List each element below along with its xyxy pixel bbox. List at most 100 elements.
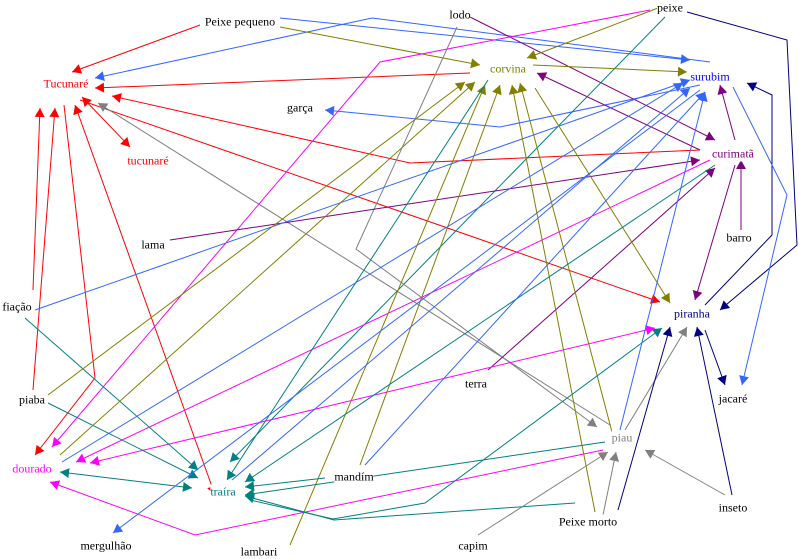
edge-piau-to-corvina (519, 82, 613, 433)
arrowhead-icon (72, 64, 83, 74)
edge-peixe-to-corvina (526, 7, 659, 59)
edge-piranha-to-surubim (704, 82, 773, 306)
arrowhead-icon (720, 300, 731, 310)
edge-dourado-to-traira (59, 471, 193, 489)
edge-peixe_pequeno-to-tucunare (71, 24, 201, 73)
node-peixe: peixe (657, 0, 683, 16)
edge-surubim-to-jacare (732, 86, 788, 386)
arrowhead-icon (662, 327, 673, 338)
edge-peixe_morto-to-piranha (617, 326, 671, 511)
arrowhead-icon (230, 452, 240, 462)
arrowhead-icon (187, 460, 198, 470)
node-peixe_morto: Peixe morto (558, 514, 618, 530)
edge-piau-to-surubim (619, 91, 706, 431)
arrowhead-icon (98, 103, 109, 113)
arrowhead-icon (679, 78, 690, 88)
arrowhead-icon (492, 85, 502, 96)
edge-fiacao-to-traira (24, 317, 199, 471)
edge-piau-to-traira (244, 441, 606, 496)
edge-peixe_pequeno-to-corvina (279, 26, 481, 66)
arrowhead-icon (527, 50, 538, 60)
arrowhead-icon (82, 97, 92, 107)
arrowhead-icon (34, 108, 45, 118)
arrowhead-icon (537, 72, 548, 82)
arrowhead-icon (464, 82, 475, 92)
node-barro: barro (726, 230, 752, 246)
node-traira: traíra (210, 484, 236, 500)
edge-dourado-to-corvina (59, 81, 476, 456)
arrowhead-icon (120, 137, 130, 147)
edge-piau-to-tucunare (97, 102, 611, 426)
arrowhead-icon (187, 469, 198, 479)
edge-terra-to-curimata (487, 167, 716, 371)
arrowhead-icon (112, 93, 122, 103)
edge-curimata-to-surubim (719, 84, 736, 141)
edge-piau-to-dourado (49, 449, 604, 536)
arrowhead-icon (245, 481, 255, 491)
arrowhead-icon (95, 71, 105, 81)
node-piau: piau (611, 430, 633, 446)
arrowhead-icon (672, 83, 683, 92)
arrowhead-icon (651, 328, 662, 338)
node-piranha: piranha (674, 306, 710, 322)
node-jacare: jacaré (718, 391, 748, 407)
edge-peixe_morto-to-corvina (511, 84, 596, 513)
edge-peixe-to-traira (229, 16, 666, 463)
arrowhead-icon (597, 452, 608, 462)
arrowhead-icon (35, 444, 45, 455)
edge-surubim-to-tucunare (94, 17, 711, 79)
edge-capim-to-piau (477, 451, 609, 536)
edge-tucunare-to-traira (74, 104, 216, 496)
arrowhead-icon (680, 54, 690, 65)
edge-fiacao-to-tucunare (32, 107, 41, 291)
edge-lama-to-curimata (169, 159, 701, 241)
arrowhead-icon (227, 469, 237, 480)
edge-mandim-to-corvina (359, 84, 501, 466)
edge-peixe_pequeno-to-surubim (279, 17, 691, 61)
edge-curimata-to-tucunare (111, 95, 701, 164)
edge-peixe-to-dourado (51, 9, 651, 448)
edge-piaba-to-corvina (47, 81, 466, 396)
edge-piaba-to-traira (47, 402, 199, 479)
arrowhead-icon (717, 374, 727, 385)
node-curimata: curimatã (712, 146, 754, 162)
arrowhead-icon (697, 92, 708, 102)
node-dourado: dourado (12, 461, 52, 477)
edge-inseto-to-piranha (696, 326, 733, 496)
arrowhead-icon (739, 375, 749, 385)
edge-corvina-to-traira (226, 79, 489, 481)
edge-dourado-to-surubim (61, 82, 684, 463)
arrowhead-icon (679, 88, 690, 98)
node-corvina: corvina (490, 61, 526, 77)
arrowhead-icon (704, 131, 715, 141)
arrowhead-icon (113, 523, 124, 533)
arrowhead-icon (678, 327, 687, 338)
edge-traira-to-surubim (231, 87, 691, 481)
arrowhead-icon (76, 453, 87, 463)
arrowhead-icon (95, 82, 105, 93)
node-garca: garça (287, 100, 313, 116)
node-capim: capim (458, 538, 488, 554)
arrowhead-icon (182, 481, 192, 492)
edge-fiacao-to-surubim (34, 79, 691, 311)
arrowhead-icon (73, 105, 83, 116)
arrowhead-icon (90, 456, 100, 466)
edge-lodo-to-curimata (469, 16, 716, 141)
edge-curimata-to-corvina (536, 72, 701, 151)
edge-piau-to-piranha (624, 326, 688, 431)
arrowhead-icon (660, 292, 670, 303)
node-inseto: inseto (718, 500, 748, 516)
edge-lambari-to-corvina (289, 84, 486, 546)
edge-peixe_morto-to-piau (602, 451, 617, 516)
edge-tucunare-to-tucunare2 (81, 96, 131, 148)
edge-traira-to-piranha (249, 327, 663, 520)
arrowhead-icon (609, 452, 620, 462)
arrowhead-icon (747, 82, 758, 92)
edge-peixe-to-piranha (686, 11, 798, 311)
arrowhead-icon (52, 436, 62, 447)
arrowhead-icon (517, 83, 528, 93)
node-peixe_pequeno: Peixe pequeno (204, 14, 276, 30)
edge-inseto-to-piau (644, 449, 726, 496)
edge-mandim-to-surubim (364, 91, 706, 466)
